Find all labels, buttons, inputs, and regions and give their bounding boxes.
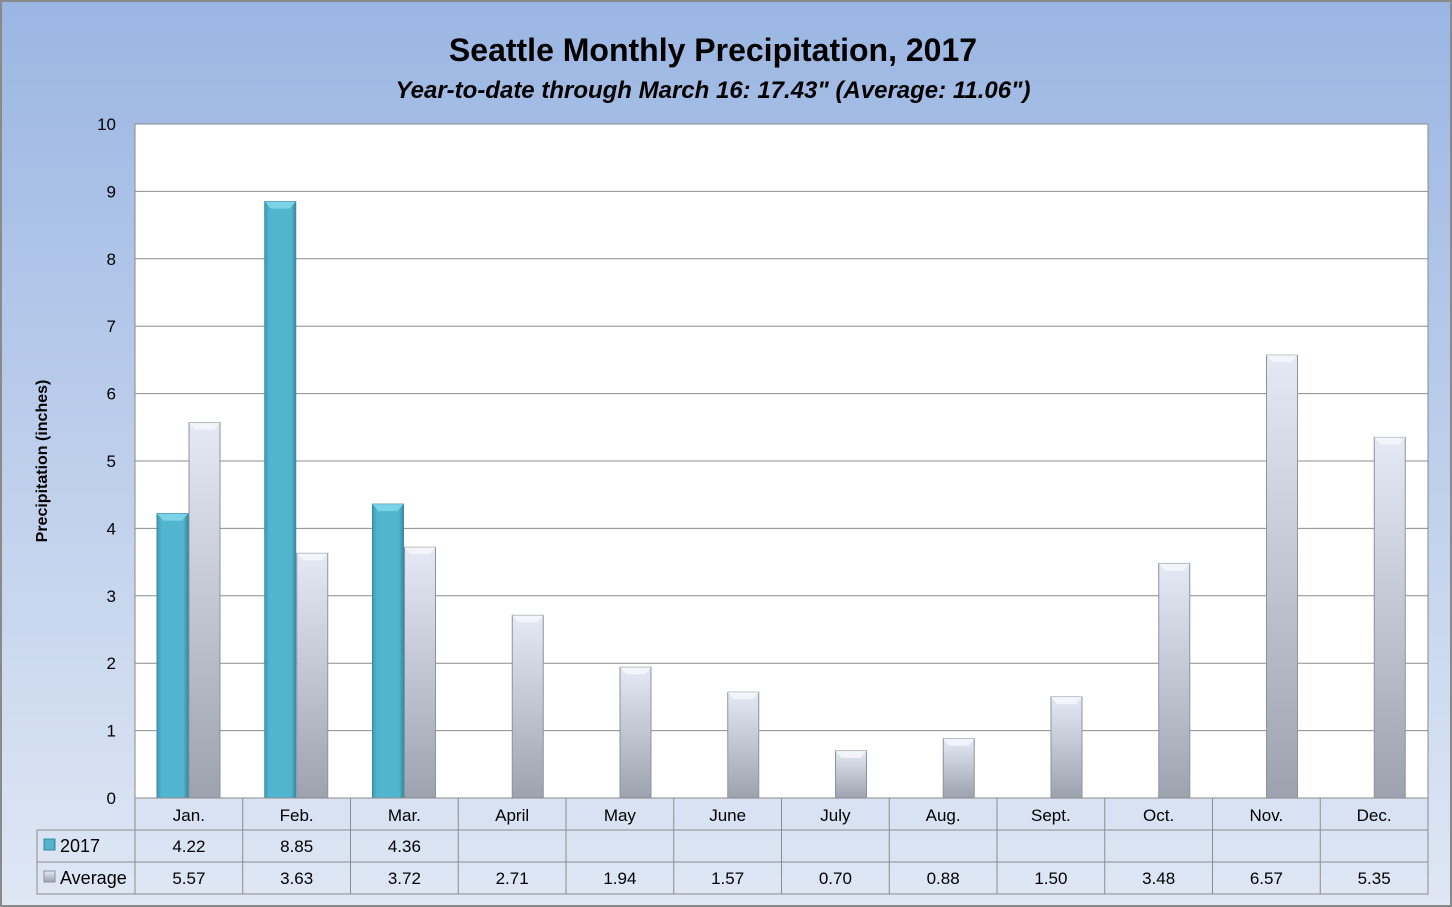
bar-bevel — [157, 513, 188, 521]
category-label: Oct. — [1143, 806, 1174, 825]
bar-bevel — [1266, 355, 1298, 363]
y-tick-label: 5 — [107, 452, 116, 471]
data-value: 8.85 — [280, 837, 313, 856]
category-label: April — [495, 806, 529, 825]
category-label: Mar. — [388, 806, 421, 825]
bar-bevel — [1051, 696, 1082, 704]
legend-label: 2017 — [60, 836, 100, 856]
data-value: 3.72 — [388, 869, 421, 888]
bar-bevel — [189, 422, 220, 430]
data-value: 1.50 — [1034, 869, 1067, 888]
y-tick-label: 10 — [97, 115, 116, 134]
bar-bevel — [620, 667, 651, 675]
y-tick-label: 9 — [107, 182, 116, 201]
bar-2017 — [372, 503, 404, 799]
bar-average — [1158, 562, 1191, 799]
category-label: Jan. — [173, 806, 205, 825]
bar-bevel — [512, 615, 544, 623]
bar-average — [619, 666, 652, 799]
bar-average — [511, 614, 544, 799]
bar-average — [1050, 696, 1083, 799]
bar-average — [1266, 354, 1298, 799]
bar-bevel — [835, 750, 867, 758]
data-value: 3.63 — [280, 869, 313, 888]
y-tick-label: 7 — [107, 317, 116, 336]
y-tick-label: 8 — [107, 250, 116, 269]
category-label: Aug. — [926, 806, 961, 825]
data-value: 4.36 — [388, 837, 421, 856]
chart-title: Seattle Monthly Precipitation, 2017 — [449, 32, 977, 68]
data-value: 6.57 — [1250, 869, 1283, 888]
data-value: 4.22 — [172, 837, 205, 856]
y-tick-label: 4 — [107, 519, 116, 538]
category-label: Nov. — [1250, 806, 1284, 825]
bar-average — [835, 750, 867, 799]
bar-average — [404, 546, 436, 799]
category-label: June — [709, 806, 746, 825]
legend-key-2017-icon — [43, 838, 56, 851]
data-value: 1.57 — [711, 869, 744, 888]
data-value: 0.88 — [927, 869, 960, 888]
y-tick-label: 1 — [107, 722, 116, 741]
bar-average — [296, 552, 329, 799]
bar-average — [727, 691, 760, 799]
bar-average — [188, 422, 221, 799]
data-value: 0.70 — [819, 869, 852, 888]
bar-bevel — [943, 738, 975, 746]
bar-2017 — [264, 201, 297, 799]
legend-label: Average — [60, 868, 127, 888]
category-label: July — [820, 806, 851, 825]
chart-subtitle: Year-to-date through March 16: 17.43" (A… — [396, 77, 1031, 104]
y-axis-label: Precipitation (inches) — [34, 380, 51, 543]
data-value: 3.48 — [1142, 869, 1175, 888]
bar-average — [1373, 436, 1406, 799]
legend-key-average-icon — [43, 870, 56, 883]
category-label: Dec. — [1357, 806, 1392, 825]
y-tick-label: 0 — [107, 789, 116, 808]
bar-average — [942, 738, 975, 799]
bar-bevel — [404, 547, 436, 555]
data-value: 2.71 — [496, 869, 529, 888]
bar-bevel — [296, 553, 328, 561]
bar-2017 — [156, 513, 189, 799]
y-tick-label: 6 — [107, 385, 116, 404]
category-label: May — [604, 806, 637, 825]
bar-bevel — [1374, 437, 1406, 445]
data-value: 1.94 — [603, 869, 636, 888]
category-label: Sept. — [1031, 806, 1071, 825]
data-value: 5.57 — [172, 869, 205, 888]
bar-bevel — [372, 504, 404, 512]
y-tick-label: 2 — [107, 654, 116, 673]
bar-bevel — [1158, 563, 1190, 571]
y-tick-label: 3 — [107, 587, 116, 606]
bar-bevel — [727, 692, 759, 700]
category-label: Feb. — [280, 806, 314, 825]
data-value: 5.35 — [1358, 869, 1391, 888]
bar-bevel — [264, 201, 296, 209]
